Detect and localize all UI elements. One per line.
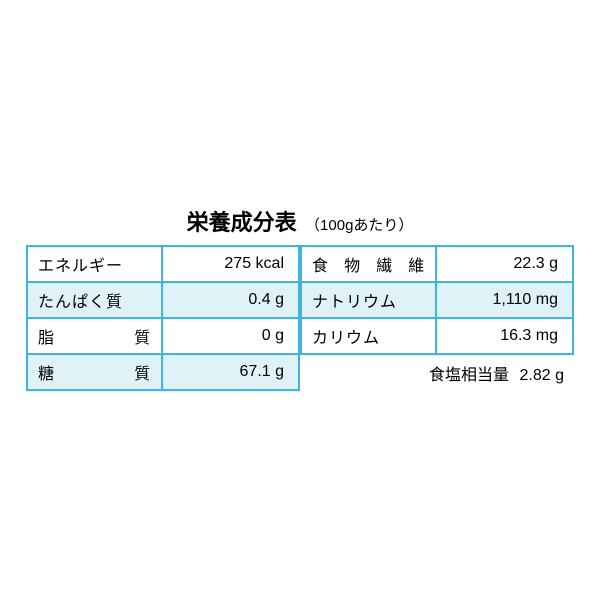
table-right: 食物繊維22.3 gナトリウム1,110 mgカリウム16.3 mg [300, 245, 574, 355]
table-row: エネルギー275 kcal [27, 246, 299, 282]
nutrient-value: 0 g [162, 318, 299, 354]
nutrition-table: エネルギー275 kcalたんぱく質0.4 g脂質0 g糖質67.1 g 食物繊… [26, 245, 574, 391]
table-row: 脂質0 g [27, 318, 299, 354]
table-row: 糖質67.1 g [27, 354, 299, 390]
nutrient-label: たんぱく質 [27, 282, 162, 318]
nutrient-value: 67.1 g [162, 354, 299, 390]
footer-value: 2.82 g [520, 367, 564, 384]
table-left: エネルギー275 kcalたんぱく質0.4 g脂質0 g糖質67.1 g [26, 245, 300, 391]
nutrient-value: 1,110 mg [436, 282, 573, 318]
nutrient-label: 食物繊維 [301, 246, 436, 282]
header: 栄養成分表 （100gあたり） [26, 205, 574, 237]
title: 栄養成分表 [187, 210, 297, 235]
nutrient-value: 0.4 g [162, 282, 299, 318]
table-row: 食物繊維22.3 g [301, 246, 573, 282]
nutrient-label: 脂質 [27, 318, 162, 354]
footer-note: 食塩相当量 2.82 g [300, 355, 574, 385]
nutrient-label: ナトリウム [301, 282, 436, 318]
nutrient-value: 22.3 g [436, 246, 573, 282]
table-row: ナトリウム1,110 mg [301, 282, 573, 318]
nutrient-value: 16.3 mg [436, 318, 573, 354]
footer-label: 食塩相当量 [429, 367, 509, 384]
table-row: たんぱく質0.4 g [27, 282, 299, 318]
nutrient-label: エネルギー [27, 246, 162, 282]
table-right-wrap: 食物繊維22.3 gナトリウム1,110 mgカリウム16.3 mg 食塩相当量… [300, 245, 574, 391]
table-row: カリウム16.3 mg [301, 318, 573, 354]
nutrition-panel: 栄養成分表 （100gあたり） エネルギー275 kcalたんぱく質0.4 g脂… [26, 205, 574, 391]
nutrient-label: 糖質 [27, 354, 162, 390]
nutrient-value: 275 kcal [162, 246, 299, 282]
subtitle: （100gあたり） [305, 217, 413, 234]
nutrient-label: カリウム [301, 318, 436, 354]
